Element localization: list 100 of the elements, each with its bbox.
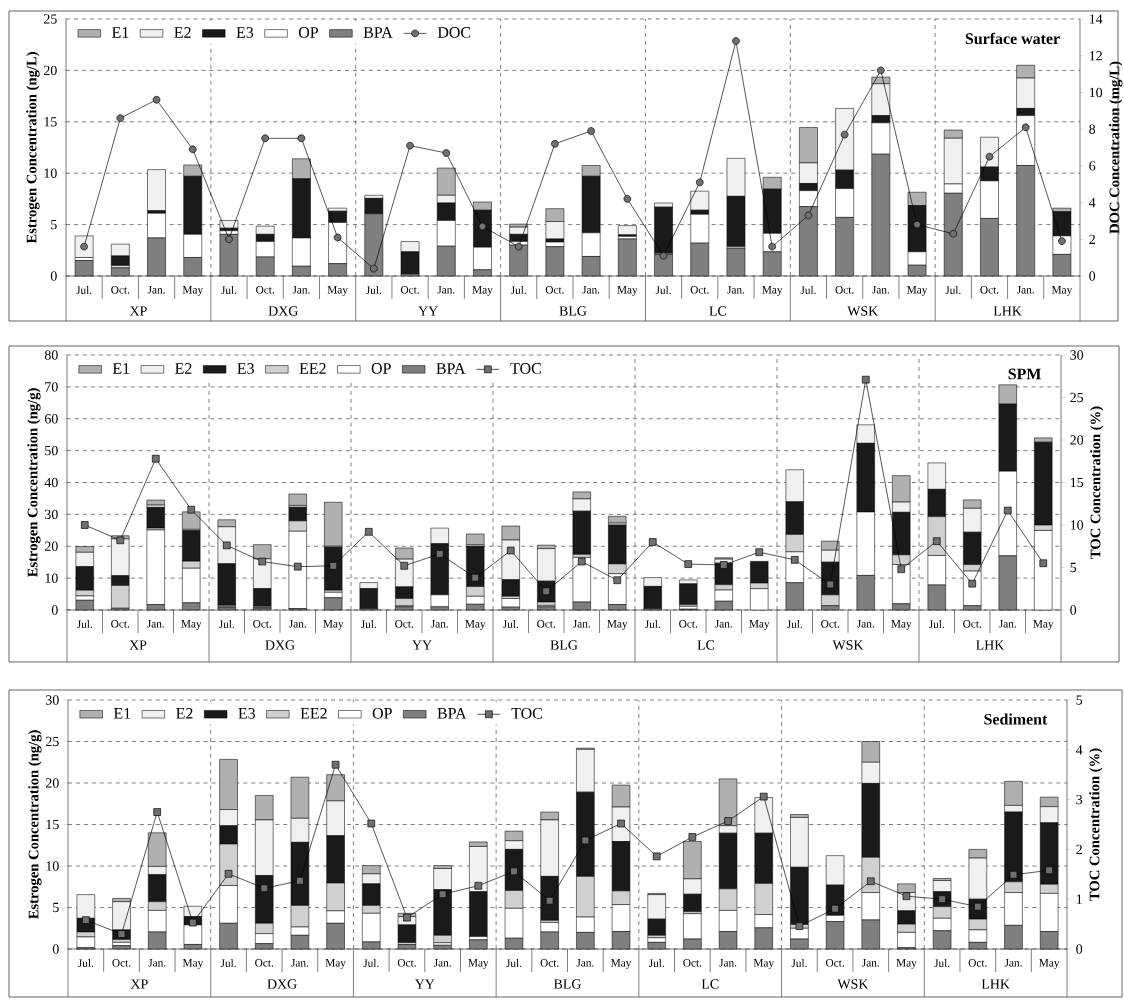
text: WSK (837, 979, 869, 989)
x-tick-label: Oct. (968, 959, 987, 967)
y2-tick-label: 25 (1070, 392, 1084, 403)
x-tick-label: Jan. (862, 959, 879, 967)
x-tick-label: Oct. (980, 286, 999, 294)
text: LHK (993, 306, 1022, 316)
x-tick-label: May (1051, 286, 1073, 296)
x-tick-label: Jul. (221, 286, 237, 295)
x-tick-label: May (181, 620, 202, 630)
x-tick-label: Jul. (76, 286, 92, 295)
y2-tick-label: 10 (1070, 520, 1084, 530)
y-tick-label: 10 (45, 573, 58, 583)
legend-label: DOC (437, 27, 471, 38)
x-tick-label: Jul. (502, 620, 519, 629)
legend-label: E3 (238, 707, 255, 719)
x-tick-label: Jul. (791, 959, 807, 968)
x-tick-label: May (468, 959, 489, 969)
text: LC (701, 979, 719, 989)
x-tick-label: Jul. (366, 286, 382, 295)
y-tick-label: 0 (50, 271, 57, 281)
x-tick-label: Jan. (292, 286, 310, 294)
x-tick-label: Jul. (934, 959, 950, 968)
x-tick-label: May (472, 286, 493, 296)
x-tick-label: May (611, 959, 632, 969)
x-tick-label: Jul. (945, 286, 961, 295)
legend-label: TOC (511, 707, 542, 719)
x-tick-label: Jul. (655, 286, 671, 295)
y-tick-label: 10 (46, 861, 59, 871)
x-tick-label: May (182, 959, 204, 969)
text: XP (129, 640, 147, 650)
legend-label: OP (371, 363, 391, 374)
x-tick-label: Jul. (506, 959, 522, 968)
text: DXG (268, 306, 298, 316)
x-tick-label: Jan. (147, 286, 165, 294)
y-tick-label: 25 (45, 736, 59, 747)
x-tick-label: May (1033, 620, 1054, 630)
y2-tick-label: 30 (1070, 350, 1084, 360)
legend-label: E2 (174, 27, 191, 38)
y2-tick-label: 0 (1070, 605, 1077, 615)
y2-tick-label: 6 (1089, 161, 1096, 171)
y2-tick-label: 5 (1076, 695, 1083, 705)
y-tick-label: 5 (51, 219, 57, 230)
y-axis-title: Estrogen Concentration (ng/g) (28, 730, 42, 920)
y2-tick-label: 4 (1075, 745, 1083, 755)
legend-label: E2 (175, 363, 192, 374)
text: YY (418, 306, 438, 316)
y-tick-label: 5 (53, 902, 59, 913)
x-tick-label: Jul. (76, 620, 93, 629)
y2-tick-label: 0 (1076, 944, 1083, 954)
x-tick-label: Jan. (719, 959, 737, 967)
text: Surface water (965, 32, 1060, 45)
x-tick-label: Oct. (683, 959, 702, 967)
x-tick-label: Oct. (835, 286, 854, 294)
y-tick-label: 30 (46, 695, 59, 705)
legend-label: BPA (436, 363, 466, 374)
y2-tick-label: 4 (1088, 197, 1096, 208)
x-tick-label: May (327, 286, 348, 296)
legend-label: TOC (510, 363, 541, 374)
text: YY (412, 640, 432, 650)
text: WSK (832, 640, 864, 650)
x-tick-label: May (325, 959, 346, 969)
text: Sediment (984, 713, 1048, 725)
text: WSK (847, 306, 879, 316)
x-tick-label: Jan. (727, 286, 745, 294)
legend-label: OP (372, 707, 392, 719)
y-tick-label: 70 (45, 382, 58, 392)
legend-label: BPA (363, 27, 393, 38)
x-tick-label: Oct. (255, 959, 274, 967)
x-tick-label: May (891, 620, 912, 630)
text: LC (709, 306, 726, 316)
x-tick-label: Jan. (857, 620, 874, 628)
x-tick-label: Jan. (1004, 959, 1022, 967)
x-tick-label: Jan. (872, 286, 890, 294)
y-axis-title: Estrogen Concentration (ng/L) (26, 52, 40, 244)
text: BLG (553, 979, 581, 989)
x-tick-label: Jan. (1016, 286, 1034, 294)
legend-label: EE2 (300, 707, 327, 719)
x-tick-label: Jan. (999, 620, 1016, 628)
x-tick-label: Jan. (576, 959, 594, 967)
x-tick-label: Jul. (363, 959, 379, 968)
x-tick-label: Jul. (648, 959, 664, 968)
legend-label: E3 (236, 27, 254, 38)
legend-label: OP (298, 27, 319, 38)
x-tick-label: Jul. (786, 620, 803, 629)
text: BLG (550, 640, 578, 650)
x-tick-label: May (607, 620, 628, 630)
x-tick-label: Jul. (510, 286, 526, 295)
x-tick-label: May (907, 286, 928, 296)
text: XP (130, 979, 148, 989)
y-tick-label: 20 (43, 65, 57, 76)
x-tick-label: May (323, 620, 344, 630)
y-tick-label: 15 (46, 819, 59, 830)
y2-axis-title: DOC Concentration (mg/L) (1109, 61, 1123, 234)
x-tick-label: Jan. (148, 959, 166, 967)
x-tick-label: Jan. (437, 286, 455, 294)
x-tick-label: Jan. (291, 959, 309, 967)
x-tick-label: May (749, 620, 770, 630)
x-tick-label: Jan. (147, 620, 164, 628)
x-tick-label: Jul. (644, 620, 661, 629)
legend-label: E1 (112, 27, 129, 38)
